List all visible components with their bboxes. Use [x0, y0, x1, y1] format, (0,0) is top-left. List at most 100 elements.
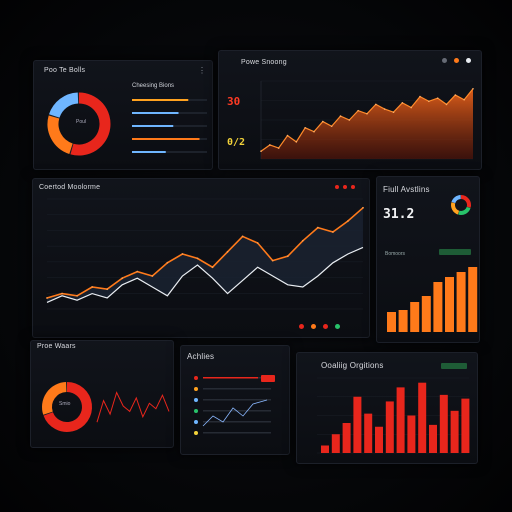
tr-point-11	[357, 109, 359, 112]
panel-title: Fiull Avstlins	[383, 185, 430, 194]
donut-center-label: Poul	[76, 119, 87, 125]
bm-row-track-1	[203, 388, 271, 390]
tr-point-21	[445, 103, 448, 106]
status-dot-white[interactable]	[466, 58, 471, 63]
legend-dot-green[interactable]	[335, 324, 340, 329]
mid-area	[47, 207, 363, 303]
bm-row-fill	[203, 377, 258, 379]
tr-point-16	[401, 102, 404, 104]
menu-icon[interactable]: ⋮	[198, 66, 206, 75]
panel-title: Ooaliig Orgitions	[321, 361, 384, 370]
tr-point-10	[348, 119, 351, 121]
br-bar-1	[331, 434, 340, 453]
bm-row-track-5	[203, 432, 271, 434]
mid-point-8	[166, 261, 169, 264]
status-dot-red-2[interactable]	[343, 185, 347, 189]
tr-point-5	[304, 127, 306, 129]
tr-point-9	[339, 115, 342, 117]
bm-row-icon-2	[194, 398, 198, 402]
tag-green[interactable]	[439, 249, 471, 255]
panel-right-mid: Fiull Avstlins 31.2 Bomoors	[376, 176, 480, 343]
bottom-mid-chart	[194, 376, 271, 435]
mid-point-16	[286, 255, 289, 258]
tl-donut-slice-2	[49, 92, 79, 119]
tl-bar-3	[132, 138, 200, 140]
status-dot-gray[interactable]	[442, 58, 447, 63]
mid-point-4	[106, 288, 109, 291]
br-bar-13	[461, 398, 470, 453]
rm-bar-6	[456, 272, 466, 332]
tr-point-3	[286, 134, 289, 137]
legend-dot-orange[interactable]	[311, 324, 316, 329]
bm-row-track-4	[203, 421, 271, 423]
status-dot-red-1[interactable]	[335, 185, 339, 189]
tl-donut-slice-0	[70, 92, 111, 156]
mid-series-orange	[46, 207, 364, 299]
mid-point-5	[121, 277, 124, 280]
bl-donut-slice-0	[43, 382, 92, 432]
tr-point-19	[428, 100, 430, 103]
panel-title: Powe Snoong	[241, 59, 287, 66]
tr-area	[261, 88, 473, 159]
status-dot-orange[interactable]	[454, 58, 459, 63]
tr-point-1	[269, 144, 271, 146]
value-yellow: 0/2	[227, 137, 246, 148]
rm-bar-4	[433, 282, 443, 332]
tl-bar-2	[132, 125, 174, 127]
panel-top-left: Poo Te Bolls ⋮ Poul Cheesing Bions	[33, 60, 213, 170]
panel-title: Coertod Moolorme	[39, 184, 101, 191]
legend-dot-red-2[interactable]	[323, 324, 328, 329]
bm-row-icon-3	[194, 409, 198, 413]
tr-point-22	[454, 94, 457, 96]
tr-point-15	[392, 111, 395, 113]
progress-badge[interactable]	[261, 375, 275, 382]
rm-donut-slice-1	[458, 206, 471, 215]
rm-bar-2	[410, 302, 420, 332]
tr-point-17	[410, 106, 412, 109]
subtitle: Bomoors	[385, 251, 406, 257]
panel-top-right: Powe Snoong 30 0/2	[218, 50, 482, 170]
panel-title: Proe Waars	[37, 343, 76, 350]
top-right-chart	[260, 80, 474, 160]
mid-point-15	[271, 259, 274, 262]
panel-bottom-right: Ooaliig Orgitions	[296, 352, 478, 464]
mid-point-10	[196, 257, 199, 260]
bl-donut-slice-1	[42, 382, 67, 415]
tr-point-2	[277, 147, 280, 149]
rm-bar-0	[387, 312, 396, 332]
legend-dot-red[interactable]	[299, 324, 304, 329]
tl-bar-track-4	[132, 151, 207, 153]
panel-bottom-left: Proe Waars Smio	[30, 340, 174, 448]
panel-title: Achlies	[187, 352, 215, 361]
tl-bar-1	[132, 112, 179, 114]
mid-point-20	[347, 220, 349, 222]
rm-bar-3	[421, 296, 431, 332]
mid-point-21	[362, 206, 364, 209]
mid-point-19	[332, 231, 334, 233]
bm-line	[202, 399, 268, 427]
tag-green[interactable]	[441, 363, 467, 369]
tr-point-4	[295, 141, 298, 143]
mid-point-3	[91, 286, 94, 288]
rm-donut-slice-0	[460, 195, 471, 208]
big-value: 31.2	[383, 207, 415, 222]
tr-point-8	[330, 125, 333, 128]
rm-bar-1	[398, 310, 408, 332]
mid-point-17	[301, 239, 304, 242]
mid-point-18	[316, 226, 319, 229]
tl-bar-0	[132, 99, 189, 101]
mid-point-2	[76, 294, 78, 297]
br-bar-11	[439, 394, 448, 453]
br-bar-0	[321, 445, 329, 453]
status-dot-red-3[interactable]	[351, 185, 355, 189]
mid-point-14	[256, 242, 259, 244]
bottom-right-chart	[317, 377, 470, 454]
right-mid-chart	[387, 195, 478, 332]
br-bar-2	[342, 423, 351, 453]
tr-point-14	[383, 108, 386, 110]
tl-bar-4	[132, 151, 166, 153]
mid-point-11	[211, 266, 214, 269]
br-bar-12	[450, 410, 459, 453]
mid-point-13	[241, 235, 244, 238]
br-bar-3	[353, 396, 362, 453]
